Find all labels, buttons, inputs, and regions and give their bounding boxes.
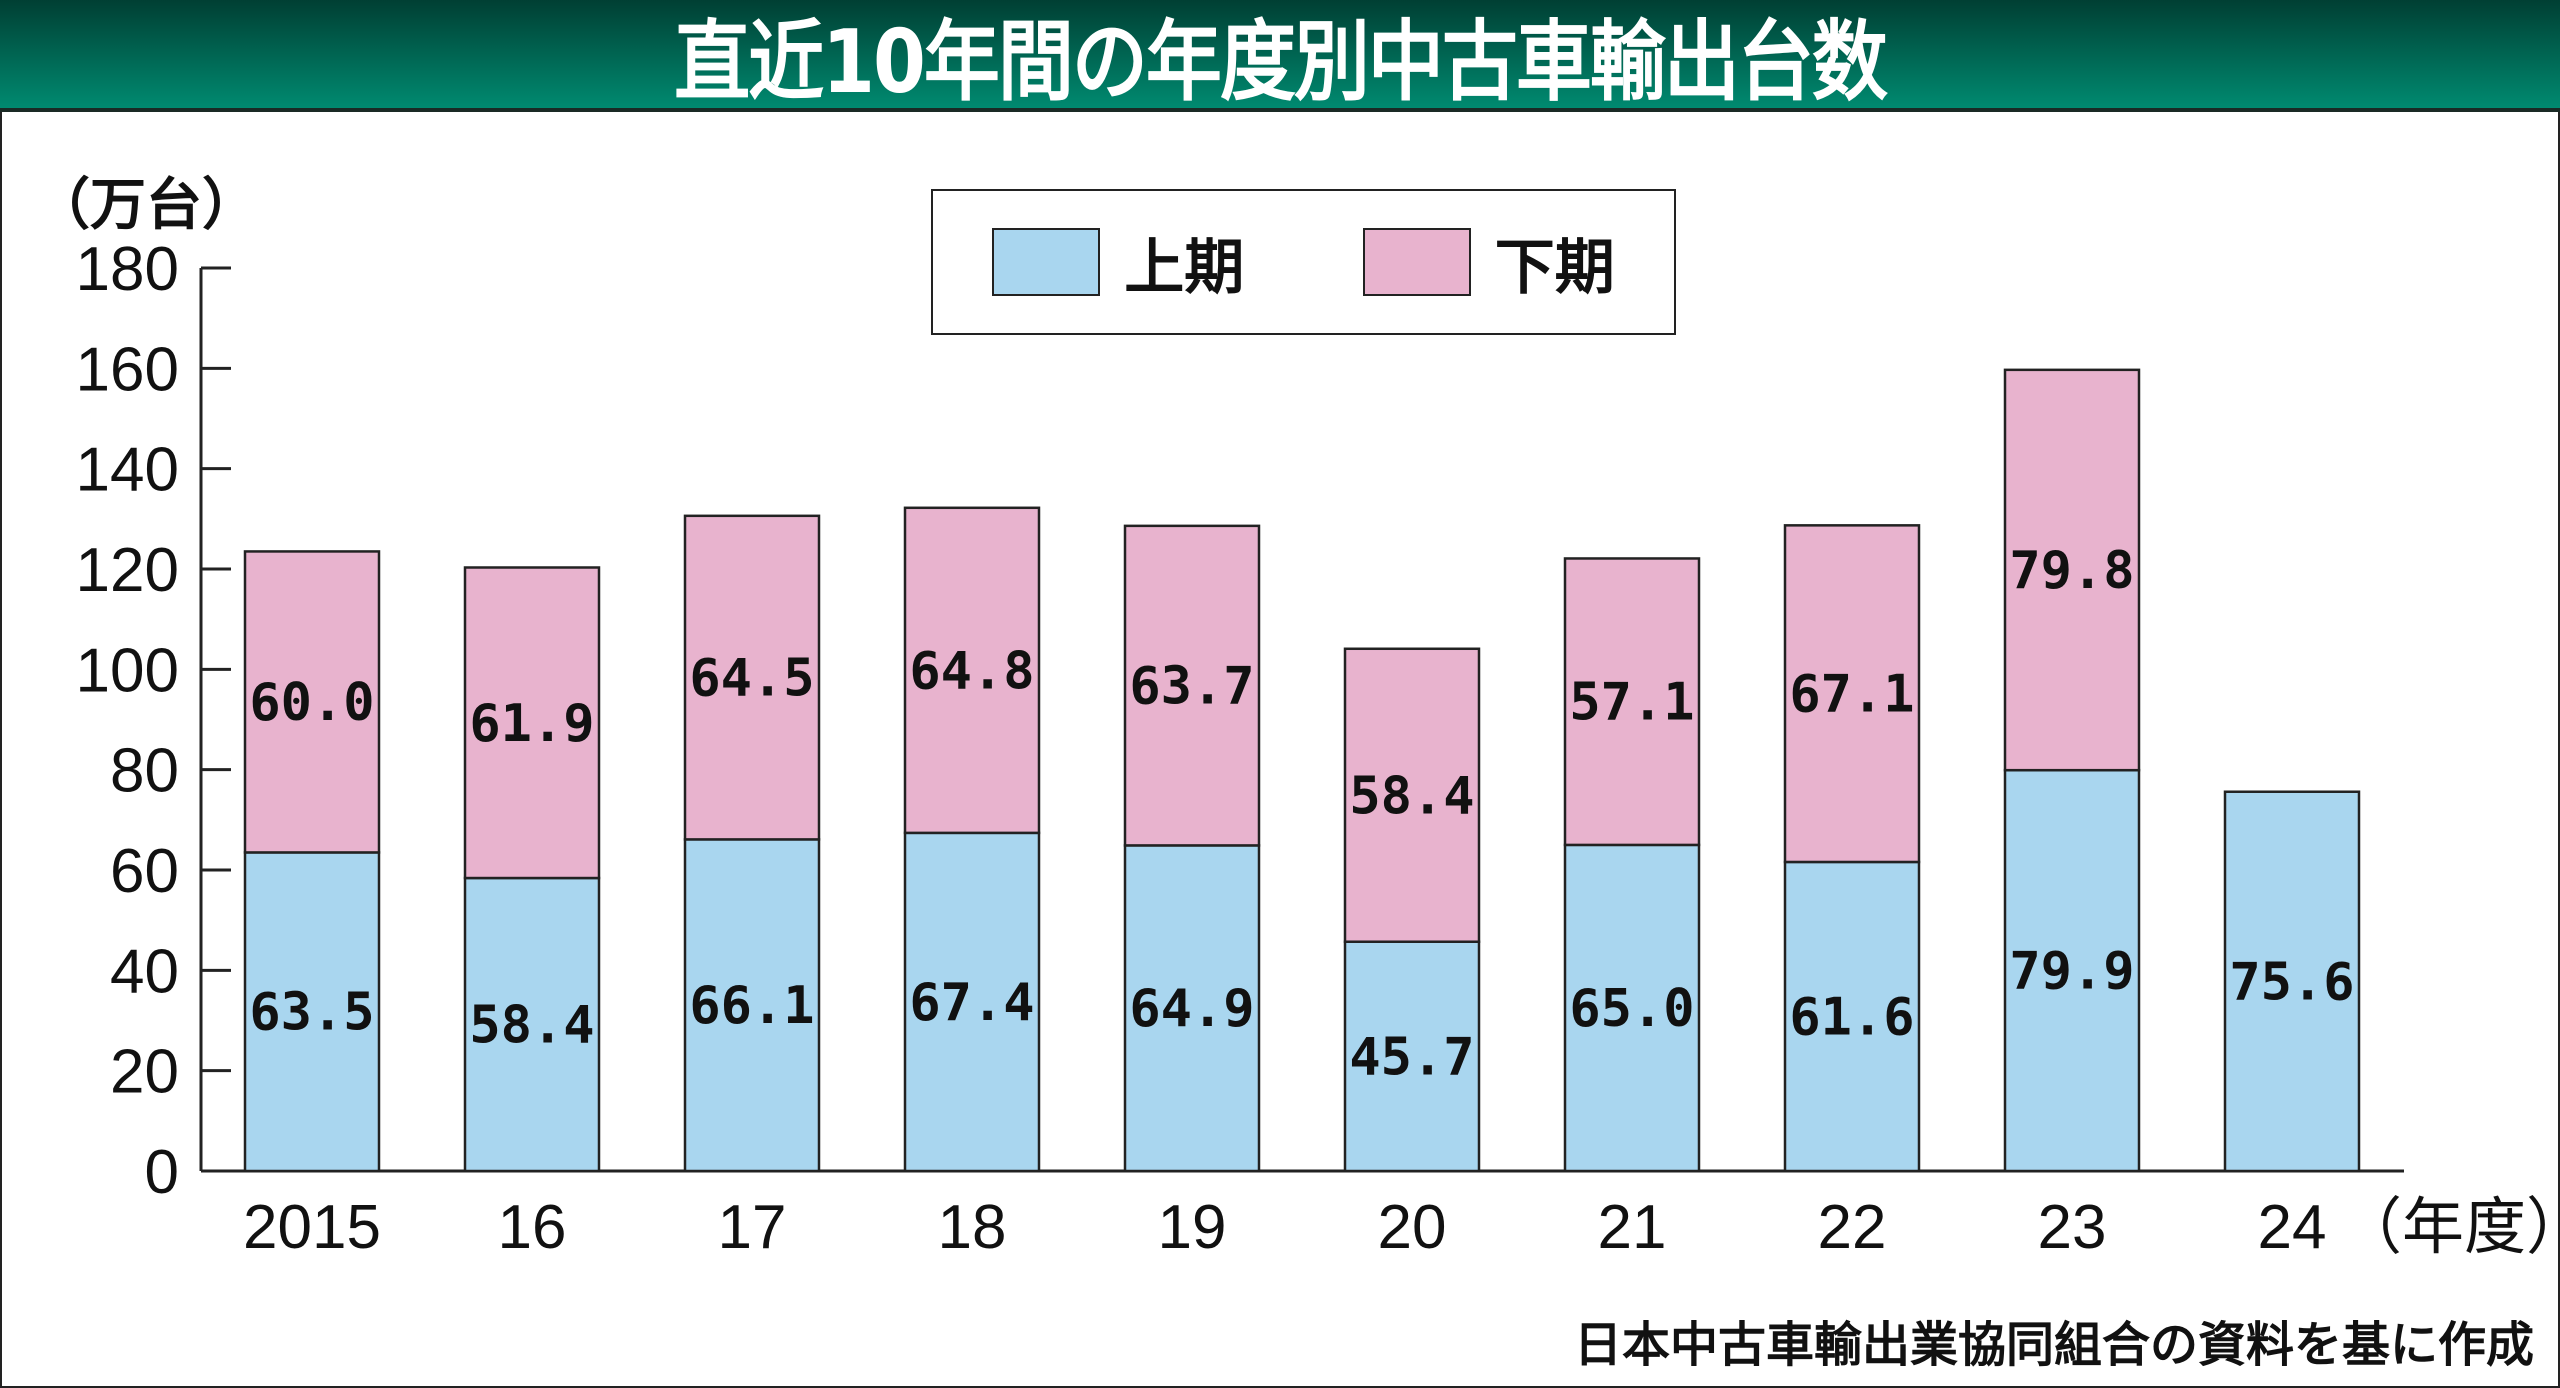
data-label: 75.6 <box>2229 952 2354 1012</box>
y-tick-label: 160 <box>76 335 179 404</box>
legend: 上期 下期 <box>931 189 1676 335</box>
title-bar: 直近10年間の年度別中古車輸出台数 <box>0 0 2560 113</box>
bar-first-half <box>2223 790 2361 1173</box>
bar-first-half <box>463 876 601 1173</box>
legend-swatch <box>992 228 1101 296</box>
data-label: 66.1 <box>689 976 814 1036</box>
x-tick-label: 18 <box>938 1193 1007 1262</box>
bar-second-half <box>2003 368 2141 772</box>
bar-second-half <box>683 514 821 841</box>
bar-second-half <box>243 550 381 854</box>
y-tick-label: 100 <box>76 636 179 705</box>
bar-first-half <box>243 851 381 1173</box>
x-tick-label: 2015 <box>243 1193 381 1262</box>
x-tick-label: 17 <box>718 1193 787 1262</box>
bar-first-half <box>1563 843 1701 1173</box>
data-label: 64.9 <box>1129 979 1254 1039</box>
y-axis-unit: （万台） <box>34 173 258 238</box>
y-tick-label: 80 <box>110 737 179 806</box>
legend-item-second-half: 下期 <box>1362 219 1615 306</box>
data-label: 58.4 <box>469 996 594 1056</box>
y-tick-label: 180 <box>76 235 179 304</box>
legend-label: 上期 <box>1124 232 1245 303</box>
data-label: 45.7 <box>1349 1027 1474 1087</box>
bar-second-half <box>1123 524 1261 847</box>
y-tick-label: 0 <box>145 1138 179 1207</box>
source-note: 日本中古車輸出業協同組合の資料を基に作成 <box>1573 1317 2534 1373</box>
x-tick-label: 23 <box>2038 1193 2107 1262</box>
chart-title: 直近10年間の年度別中古車輸出台数 <box>674 10 1888 113</box>
bar-second-half <box>1783 524 1921 864</box>
data-label: 64.5 <box>689 649 814 709</box>
y-tick-label: 20 <box>110 1038 179 1107</box>
data-label: 63.7 <box>1129 657 1254 717</box>
x-axis-unit: （年度） <box>2340 1193 2560 1262</box>
bar-second-half <box>903 506 1041 835</box>
legend-label: 下期 <box>1494 232 1615 303</box>
bar-first-half <box>1343 940 1481 1173</box>
data-label: 57.1 <box>1569 673 1694 733</box>
data-label: 79.9 <box>2009 942 2134 1002</box>
bar-first-half <box>1123 844 1261 1173</box>
bar-first-half <box>903 831 1041 1173</box>
data-label: 63.5 <box>249 983 374 1043</box>
data-label: 64.8 <box>909 641 1034 701</box>
legend-item-first-half: 上期 <box>992 219 1244 306</box>
x-tick-label: 16 <box>498 1193 567 1262</box>
x-tick-label: 20 <box>1378 1193 1447 1262</box>
data-label: 79.8 <box>2009 541 2134 601</box>
data-label: 61.9 <box>469 694 594 754</box>
y-tick-label: 40 <box>110 937 179 1006</box>
x-tick-label: 22 <box>1818 1193 1887 1262</box>
data-label: 58.4 <box>1349 766 1474 826</box>
data-label: 60.0 <box>249 673 374 733</box>
bar-first-half <box>683 838 821 1173</box>
bar-first-half <box>2003 768 2141 1173</box>
y-tick-label: 120 <box>76 536 179 605</box>
bar-second-half <box>463 566 601 880</box>
y-tick-label: 60 <box>110 837 179 906</box>
data-label: 61.6 <box>1789 987 1914 1047</box>
x-tick-label: 24 <box>2258 1193 2327 1262</box>
bar-second-half <box>1563 557 1701 847</box>
x-tick-label: 19 <box>1158 1193 1227 1262</box>
x-tick-label: 21 <box>1598 1193 1667 1262</box>
data-label: 67.4 <box>909 973 1034 1033</box>
legend-swatch <box>1362 228 1471 296</box>
data-label: 67.1 <box>1789 665 1914 725</box>
bar-second-half <box>1343 647 1481 943</box>
y-tick-label: 140 <box>76 436 179 505</box>
data-label: 65.0 <box>1569 979 1694 1039</box>
